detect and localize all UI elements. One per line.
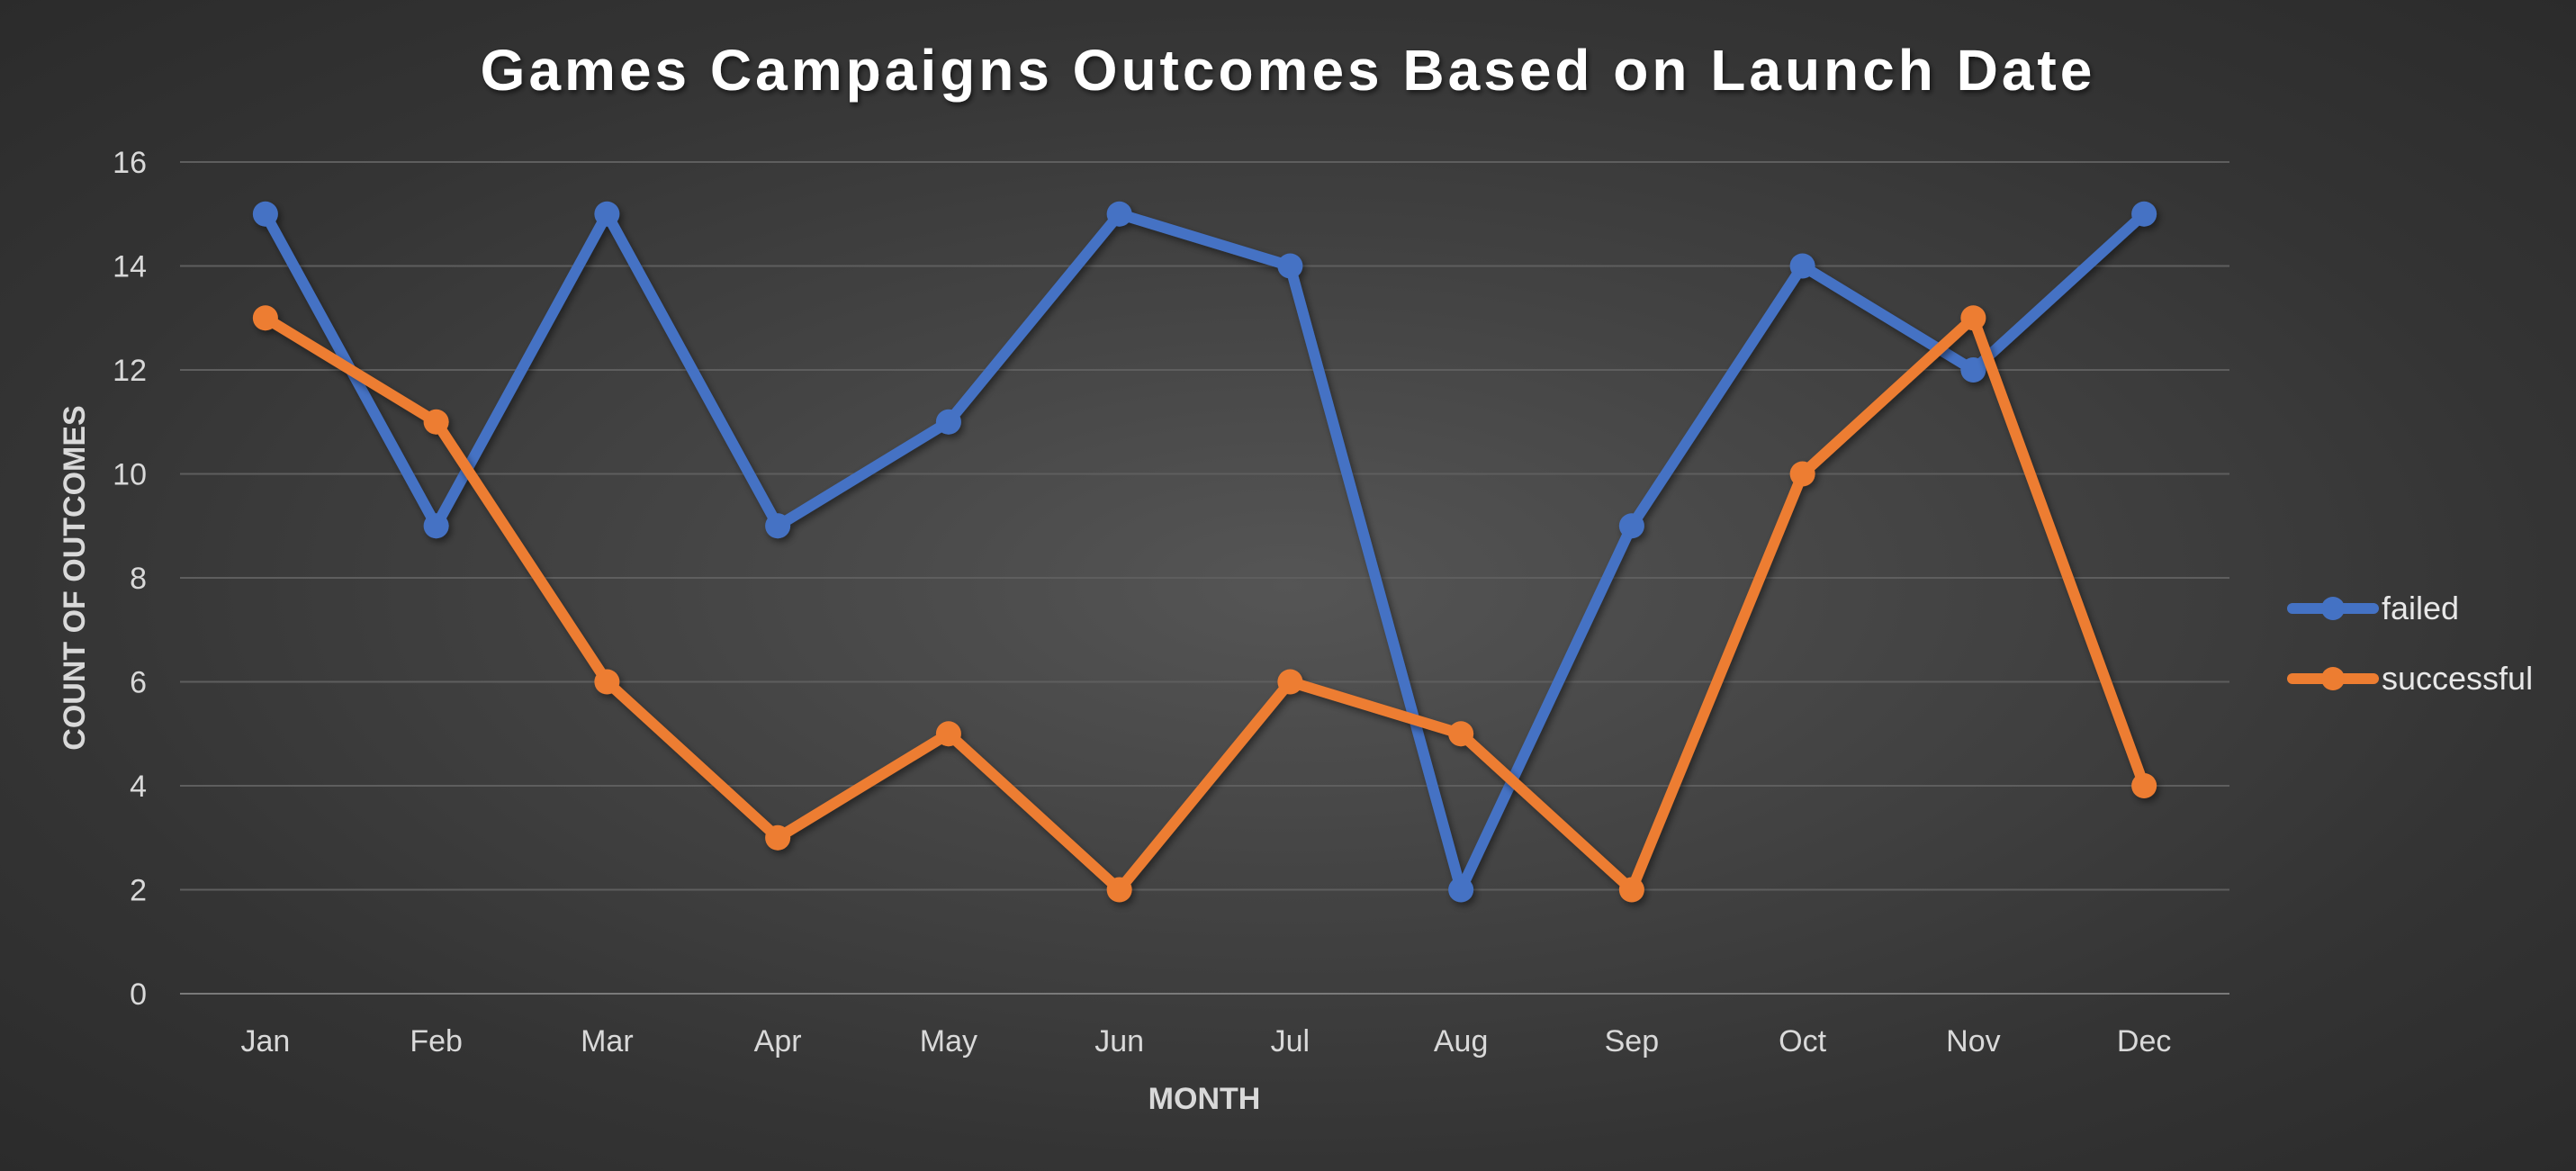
data-point: [1960, 305, 1986, 331]
x-tick-label: Jul: [1271, 1024, 1310, 1058]
legend-item-failed: failed: [2287, 590, 2459, 626]
y-tick-label: 10: [113, 458, 147, 492]
legend-item-successful: successful: [2287, 660, 2533, 697]
data-point: [594, 201, 620, 227]
x-tick-label: Nov: [1946, 1024, 2000, 1058]
series-successful: [252, 305, 2157, 903]
data-point: [1618, 877, 1644, 903]
y-tick-label: 8: [130, 562, 147, 596]
data-point: [252, 305, 278, 331]
y-tick-label: 0: [130, 977, 147, 1012]
chart-title: Games Campaigns Outcomes Based on Launch…: [481, 38, 2096, 103]
x-tick-label: Mar: [581, 1024, 634, 1058]
x-axis-ticks: Jan Feb Mar Apr May Jun Jul Aug Sep Oct Nov Dec: [240, 1024, 2171, 1058]
data-point: [935, 721, 961, 747]
data-point: [765, 824, 791, 851]
data-point: [765, 513, 791, 539]
legend-marker: [2321, 597, 2345, 620]
y-axis-ticks: 0 2 4 6 8 10 12 14 16: [113, 146, 147, 1012]
data-point: [1618, 513, 1644, 539]
x-tick-label: Jan: [240, 1024, 290, 1058]
data-point: [1448, 877, 1474, 903]
data-point: [2131, 773, 2157, 798]
x-tick-label: Dec: [2117, 1024, 2171, 1058]
x-tick-label: Sep: [1605, 1024, 1660, 1058]
legend: failed successful: [2287, 590, 2533, 697]
legend-label: successful: [2382, 660, 2533, 697]
y-axis-title: COUNT OF OUTCOMES: [58, 405, 92, 750]
data-point: [1277, 253, 1303, 279]
y-tick-label: 12: [113, 354, 147, 388]
data-point: [1789, 461, 1815, 487]
series-lines: [252, 201, 2157, 903]
data-point: [1789, 253, 1815, 279]
y-tick-label: 16: [113, 146, 147, 180]
data-point: [1277, 669, 1303, 695]
legend-label: failed: [2382, 590, 2459, 626]
data-point: [1960, 357, 1986, 383]
y-tick-label: 4: [130, 770, 147, 804]
data-point: [935, 409, 961, 435]
y-tick-label: 14: [113, 250, 147, 284]
x-tick-label: Jun: [1094, 1024, 1144, 1058]
y-tick-label: 6: [130, 666, 147, 700]
series-line: [259, 208, 2150, 896]
data-point: [1448, 721, 1474, 747]
x-tick-label: Oct: [1779, 1024, 1826, 1058]
series-failed: [252, 201, 2157, 903]
data-point: [423, 513, 449, 539]
data-point: [2131, 201, 2157, 227]
x-tick-label: Feb: [410, 1024, 463, 1058]
data-point: [1106, 877, 1132, 903]
x-tick-label: May: [920, 1024, 977, 1058]
gridlines: [180, 161, 2229, 995]
data-point: [594, 669, 620, 695]
data-point: [1106, 201, 1132, 227]
x-tick-label: Aug: [1434, 1024, 1489, 1058]
data-point: [252, 201, 278, 227]
x-tick-label: Apr: [754, 1024, 802, 1058]
x-axis-title: MONTH: [1148, 1082, 1261, 1116]
data-point: [423, 409, 449, 435]
series-line: [259, 312, 2150, 896]
legend-marker: [2321, 667, 2345, 690]
y-tick-label: 2: [130, 874, 147, 908]
